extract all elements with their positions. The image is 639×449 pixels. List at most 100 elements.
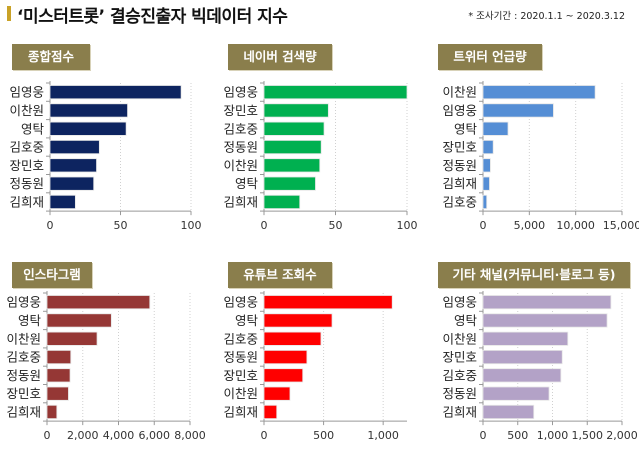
bar-정동원	[263, 140, 322, 155]
bar-정동원	[482, 158, 491, 173]
bar-김호중	[46, 350, 72, 365]
bar-임영웅	[263, 295, 393, 310]
bar-김희재	[46, 404, 58, 420]
chart-header-other-channels: 기타 채널(커뮤니티·블로그 등)	[438, 262, 630, 288]
bar-장민호	[482, 140, 494, 155]
x-tick-label: 500	[507, 429, 528, 442]
category-label: 임영웅	[223, 295, 258, 310]
category-label: 이찬원	[223, 386, 258, 401]
bar-임영웅	[482, 295, 612, 310]
category-label: 김호중	[442, 368, 477, 383]
category-label: 임영웅	[442, 103, 477, 118]
chart-header-total-score: 종합점수	[12, 44, 90, 70]
category-label: 정동원	[9, 176, 44, 191]
bar-임영웅	[46, 295, 151, 310]
x-tick-label: 1,000	[367, 429, 399, 442]
x-tick-label: 1,500	[572, 429, 604, 442]
category-label: 영탁	[18, 313, 42, 328]
category-label: 장민호	[223, 368, 258, 383]
bar-영탁	[263, 176, 316, 191]
bar-영탁	[482, 121, 509, 136]
chart-header-instagram: 인스타그램	[12, 262, 92, 288]
bar-영탁	[482, 313, 608, 328]
category-label: 정동원	[442, 158, 477, 173]
category-label: 장민호	[223, 103, 258, 118]
category-label: 영탁	[235, 176, 259, 191]
x-tick-label: 100	[397, 219, 418, 232]
x-tick-label: 0	[480, 219, 487, 232]
category-label: 장민호	[442, 350, 477, 365]
x-tick-label: 6,000	[139, 429, 171, 442]
category-label: 김희재	[442, 404, 477, 419]
category-label: 김호중	[223, 331, 258, 346]
bar-임영웅	[263, 85, 408, 100]
bar-김호중	[482, 368, 562, 383]
x-tick-label: 0	[480, 429, 487, 442]
category-label: 임영웅	[6, 295, 41, 310]
bar-김희재	[482, 176, 490, 191]
bar-장민호	[263, 368, 304, 383]
category-label: 장민호	[442, 140, 477, 155]
x-tick-label: 0	[261, 219, 268, 232]
page-title: ‘미스터트롯’ 결승진출자 빅데이터 지수	[17, 7, 288, 27]
category-label: 영탁	[235, 313, 259, 328]
category-label: 정동원	[442, 386, 477, 401]
category-label: 정동원	[6, 368, 41, 383]
x-tick-label: 15,000	[603, 219, 639, 232]
x-tick-label: 500	[313, 429, 334, 442]
x-tick-label: 2,000	[606, 429, 638, 442]
survey-period-note: * 조사기간 : 2020.1.1 ~ 2020.3.12	[468, 11, 625, 22]
category-label: 김호중	[6, 350, 41, 365]
category-label: 이찬원	[442, 85, 477, 100]
bar-장민호	[482, 350, 563, 365]
bar-장민호	[263, 103, 329, 118]
bar-영탁	[46, 313, 112, 328]
bar-장민호	[46, 386, 69, 401]
bar-임영웅	[482, 103, 554, 118]
x-tick-label: 5,000	[514, 219, 546, 232]
category-label: 임영웅	[9, 85, 44, 100]
chart-header-twitter: 트위터 언급량	[438, 44, 542, 70]
bar-김희재	[482, 404, 535, 420]
bar-정동원	[482, 386, 550, 401]
bar-이찬원	[482, 331, 569, 346]
x-tick-label: 0	[47, 219, 54, 232]
x-tick-label: 10,000	[556, 219, 595, 232]
category-label: 이찬원	[223, 158, 258, 173]
category-label: 김호중	[442, 194, 477, 209]
category-label: 김희재	[223, 404, 258, 419]
category-label: 김희재	[6, 404, 41, 419]
bar-정동원	[46, 368, 71, 383]
category-label: 영탁	[454, 313, 478, 328]
category-label: 장민호	[9, 158, 44, 173]
bar-정동원	[263, 350, 308, 365]
chart-header-youtube: 유튜브 조회수	[228, 262, 332, 288]
x-tick-label: 100	[181, 219, 202, 232]
category-label: 김희재	[223, 194, 258, 209]
category-label: 이찬원	[442, 331, 477, 346]
category-label: 김호중	[223, 121, 258, 136]
bar-이찬원	[263, 386, 291, 401]
x-tick-label: 8,000	[174, 429, 206, 442]
bar-김호중	[263, 121, 325, 136]
category-label: 이찬원	[6, 331, 41, 346]
x-tick-label: 50	[329, 219, 343, 232]
category-label: 김희재	[9, 194, 44, 209]
category-label: 영탁	[454, 121, 478, 136]
category-label: 임영웅	[442, 295, 477, 310]
x-tick-label: 1,000	[537, 429, 569, 442]
title-accent-bar	[7, 6, 11, 21]
bar-임영웅	[49, 85, 182, 100]
category-label: 김호중	[9, 140, 44, 155]
bar-이찬원	[482, 85, 596, 100]
bar-영탁	[263, 313, 333, 328]
x-tick-label: 50	[114, 219, 128, 232]
category-label: 김희재	[442, 176, 477, 191]
category-label: 정동원	[223, 140, 258, 155]
